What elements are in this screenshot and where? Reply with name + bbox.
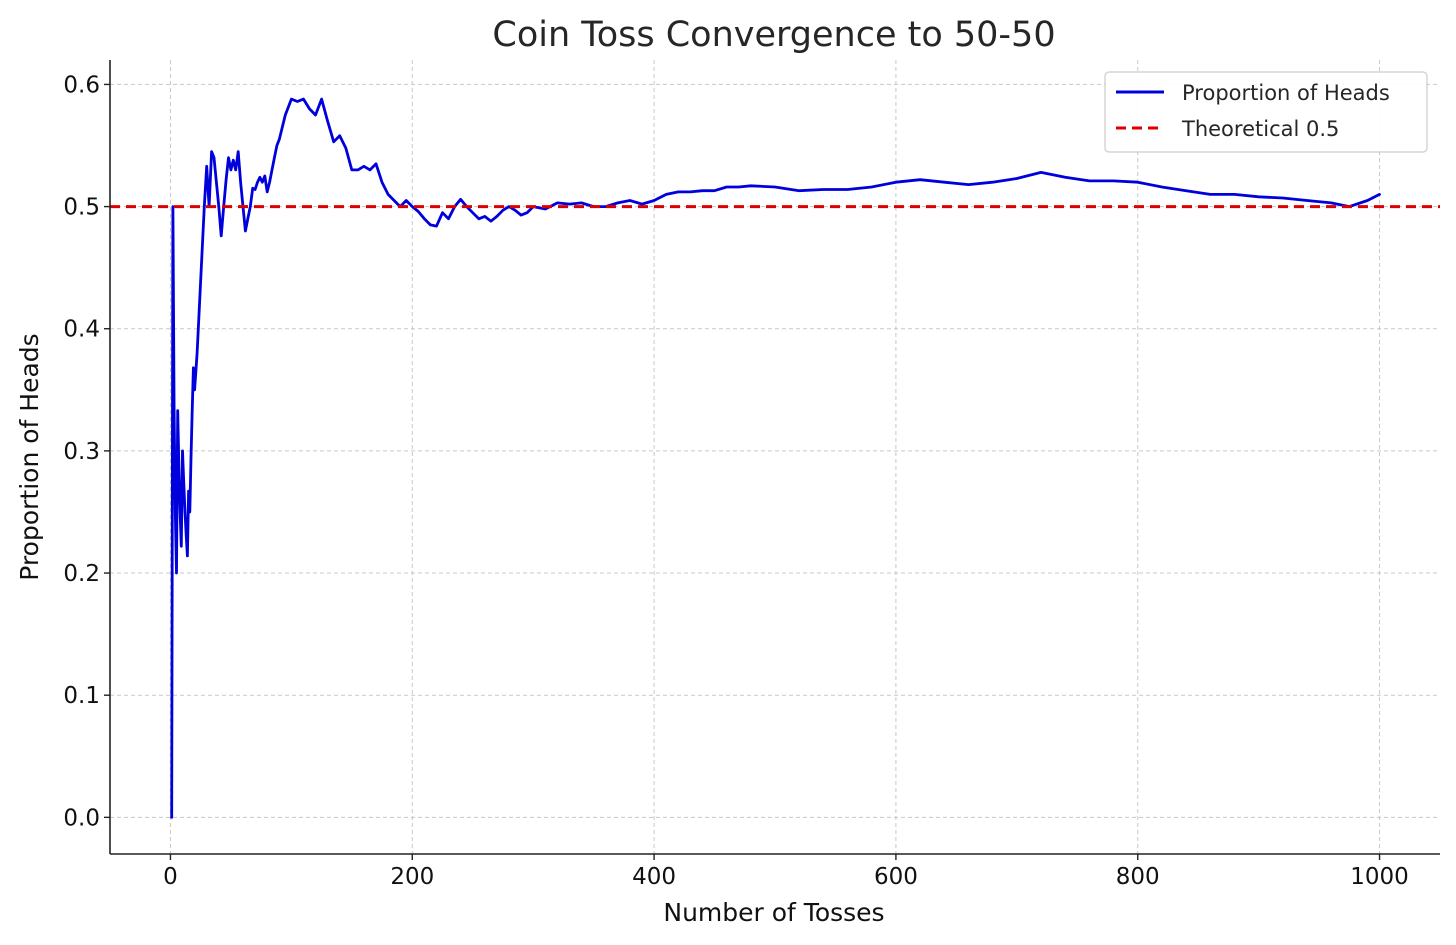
legend-label-theoretical: Theoretical 0.5 [1181,117,1339,141]
legend-box [1104,71,1428,153]
y-tick-label: 0.6 [63,72,100,98]
y-tick-label: 0.0 [63,805,100,831]
plot-axes [109,60,1440,855]
x-tick-label: 600 [874,864,918,890]
legend-label-proportion: Proportion of Heads [1182,81,1390,105]
y-tick-label: 0.3 [63,439,100,465]
y-ticks: 0.0 0.1 0.2 0.3 0.4 0.5 0.6 [63,72,110,831]
x-tick-label: 400 [632,864,676,890]
y-tick-label: 0.4 [63,317,100,343]
y-tick-label: 0.1 [63,683,100,709]
proportion-line [170,97,1381,819]
y-tick-label: 0.2 [63,561,100,587]
x-tick-label: 0 [163,864,178,890]
chart-title: Coin Toss Convergence to 50-50 [492,15,1055,55]
x-tick-label: 1000 [1350,864,1409,890]
x-axis-title: Number of Tosses [663,898,884,927]
series-layer [110,97,1440,819]
x-tick-label: 200 [390,864,434,890]
x-ticks: 0 200 400 600 800 1000 [163,854,1409,890]
legend: Proportion of Heads Theoretical 0.5 [1104,71,1428,153]
y-tick-label: 0.5 [63,195,100,221]
x-tick-label: 800 [1116,864,1160,890]
y-axis-title: Proportion of Heads [15,333,44,580]
